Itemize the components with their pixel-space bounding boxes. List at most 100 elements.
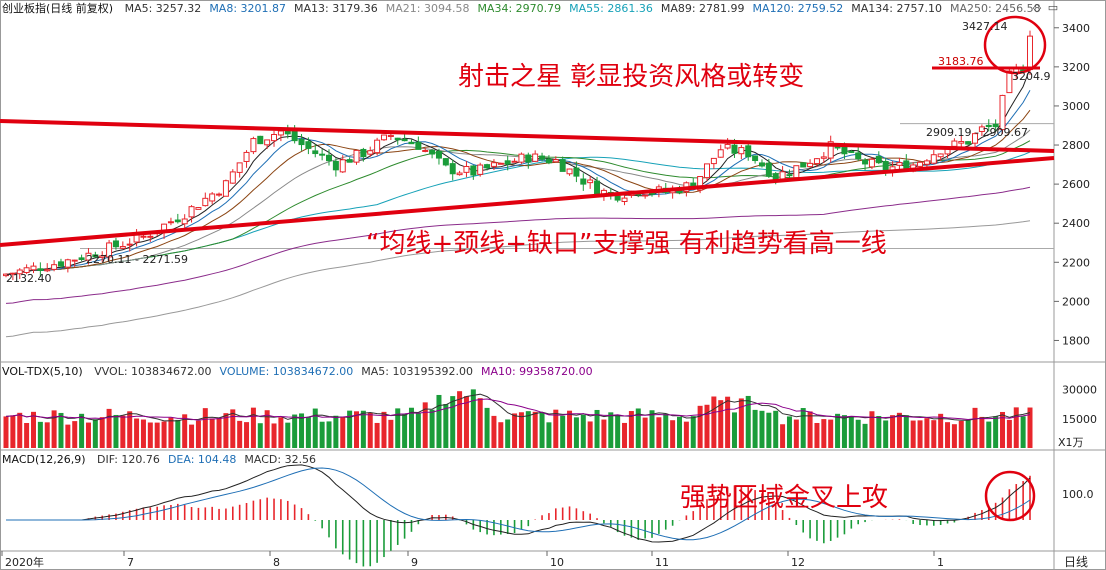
annotation-support: “均线+颈线+缺口”支撑强 有利趋势看高一线 bbox=[366, 229, 887, 259]
volume-bar bbox=[821, 419, 827, 448]
volume-bar bbox=[876, 416, 882, 448]
ma34-line bbox=[5, 140, 1031, 275]
volume-bar bbox=[532, 411, 538, 448]
volume-bar bbox=[312, 408, 318, 448]
candle-body bbox=[119, 245, 126, 249]
candle-body bbox=[202, 197, 209, 207]
volume-bar bbox=[381, 411, 387, 448]
ma-legend-item-7: MA120: 2759.52 bbox=[752, 2, 844, 15]
volume-bar bbox=[422, 402, 428, 448]
volume-bar bbox=[168, 417, 174, 448]
neckline-upper bbox=[0, 119, 1055, 153]
ma-legend-item-1: MA8: 3201.87 bbox=[209, 2, 287, 15]
volume-bar bbox=[271, 423, 277, 448]
volume-bar bbox=[690, 416, 696, 448]
volume-bar bbox=[244, 422, 250, 448]
candle-body bbox=[140, 235, 147, 238]
volume-bar bbox=[58, 412, 64, 448]
candle-body bbox=[793, 165, 800, 179]
volume-bar bbox=[979, 416, 985, 448]
main-chart-header: 创业板指(日线 前复权) MA5: 3257.32 MA8: 3201.87 MA1… bbox=[2, 1, 1057, 17]
candle-body bbox=[3, 273, 9, 277]
volume-bar bbox=[773, 410, 779, 448]
volume-bar bbox=[587, 421, 593, 448]
volume-bar bbox=[292, 414, 298, 448]
shooting-star-circle bbox=[983, 15, 1047, 75]
volume-bar bbox=[512, 413, 518, 448]
support-line-lower bbox=[0, 156, 1055, 247]
candle-body bbox=[415, 141, 422, 150]
volume-bar bbox=[855, 419, 861, 448]
candle-body bbox=[958, 141, 965, 144]
candle-body bbox=[367, 150, 374, 155]
candle-body bbox=[807, 162, 814, 168]
candle-body bbox=[992, 123, 999, 128]
candle-body bbox=[573, 167, 580, 177]
candle-body bbox=[64, 259, 71, 268]
volume-bar bbox=[216, 417, 222, 448]
volume-bar bbox=[51, 410, 57, 448]
candle-body bbox=[484, 164, 491, 169]
candle-body bbox=[710, 157, 717, 165]
volume-bar bbox=[677, 416, 683, 448]
candle-body bbox=[188, 206, 195, 218]
candle-body bbox=[587, 179, 594, 184]
volume-bar bbox=[484, 407, 490, 448]
volume-bar bbox=[917, 420, 923, 448]
volume-bar bbox=[800, 408, 806, 448]
volume-bar bbox=[628, 411, 634, 448]
candle-body bbox=[642, 194, 649, 197]
prev-high-label: 3183.76 bbox=[938, 55, 984, 68]
volume-bar bbox=[745, 395, 751, 448]
price-axis-label: 2000 bbox=[1062, 295, 1090, 308]
period-button[interactable]: 日线 bbox=[1064, 555, 1088, 569]
macd-axis-label: 100.0 bbox=[1062, 488, 1094, 501]
volume-bar bbox=[24, 422, 30, 448]
diamond-icon[interactable]: ◇ bbox=[1032, 1, 1042, 14]
candle-body bbox=[731, 144, 738, 154]
volume-bar bbox=[395, 408, 401, 448]
candle-body bbox=[291, 130, 298, 142]
volume-bar bbox=[436, 394, 442, 448]
volume-bar bbox=[938, 413, 944, 448]
candle-body bbox=[195, 207, 202, 210]
volume-bar bbox=[140, 419, 146, 448]
candle-body bbox=[30, 265, 37, 271]
macd-dif-line bbox=[6, 464, 1031, 543]
price-axis-label: 2600 bbox=[1062, 178, 1090, 191]
date-axis-label: 10 bbox=[550, 556, 564, 569]
volume-bar bbox=[848, 416, 854, 448]
volume-bar bbox=[285, 422, 291, 448]
candle-body bbox=[126, 243, 133, 246]
candle-body bbox=[703, 163, 710, 179]
volume-bar bbox=[99, 417, 105, 448]
candle-body bbox=[786, 174, 793, 177]
gap-range2-label: 2270.11 - 2271.59 bbox=[86, 253, 188, 266]
candle-body bbox=[326, 154, 333, 162]
candle-body bbox=[862, 159, 869, 165]
volume-bar bbox=[175, 419, 181, 448]
volume-bar bbox=[731, 412, 737, 448]
candle-body bbox=[855, 152, 862, 160]
candle-body bbox=[930, 154, 937, 164]
volume-axis-label: 30000 bbox=[1062, 384, 1097, 397]
vol-legend-item-0: VVOL: 103834672.00 bbox=[94, 365, 212, 378]
volume-bar bbox=[931, 420, 937, 448]
ma-legend-item-9: MA250: 2456.58 bbox=[949, 2, 1041, 15]
volume-bar bbox=[65, 424, 71, 448]
candle-body bbox=[360, 148, 367, 158]
volume-bar bbox=[539, 412, 545, 448]
volume-bar bbox=[147, 422, 153, 448]
volume-bar bbox=[30, 411, 36, 448]
candle-body bbox=[868, 158, 875, 168]
ma-legend: MA5: 3257.32 MA8: 3201.87 MA13: 3179.36 MA2… bbox=[125, 2, 1049, 15]
maximize-icon[interactable]: ▭ bbox=[1047, 1, 1059, 14]
candle-body bbox=[965, 141, 972, 145]
volume-bar bbox=[367, 412, 373, 448]
candle-body bbox=[532, 153, 539, 162]
candle-body bbox=[511, 160, 518, 163]
candle-body bbox=[243, 151, 250, 162]
ma-legend-item-3: MA21: 3094.58 bbox=[385, 2, 470, 15]
